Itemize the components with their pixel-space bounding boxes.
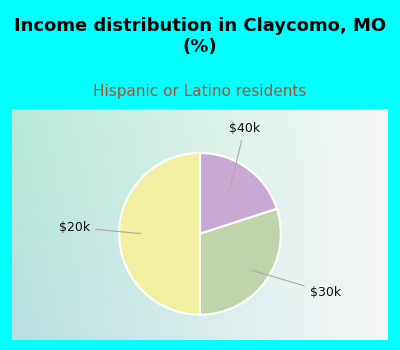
Text: Hispanic or Latino residents: Hispanic or Latino residents (93, 84, 307, 99)
Wedge shape (200, 153, 277, 234)
Text: $40k: $40k (229, 122, 260, 192)
Bar (0, 340, 400, 350)
Text: $20k: $20k (59, 221, 141, 234)
Text: $30k: $30k (252, 270, 341, 299)
Wedge shape (119, 153, 200, 315)
Text: Income distribution in Claycomo, MO
(%): Income distribution in Claycomo, MO (%) (14, 17, 386, 56)
Wedge shape (200, 209, 281, 315)
